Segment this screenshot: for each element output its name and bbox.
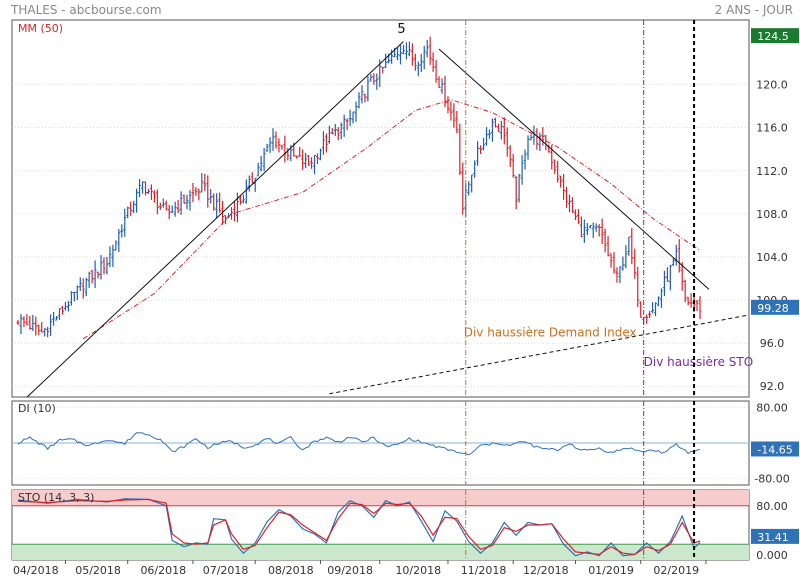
top-price-badge xyxy=(751,28,799,44)
price-tick-label: 104.0 xyxy=(756,251,788,264)
sto-panel: 80.00 0.000 31.41 STO (14, 3, 3) xyxy=(11,489,799,562)
di-tick-lower: -80.00 xyxy=(754,472,789,485)
sto-tick-lower: 0.000 xyxy=(756,549,788,562)
main-panel-frame xyxy=(11,19,750,398)
sto-label: STO (14, 3, 3) xyxy=(18,491,94,504)
di-last-badge xyxy=(751,441,799,457)
x-tick-label: 12/2018 xyxy=(523,564,569,577)
x-tick-label: 07/2018 xyxy=(203,564,249,577)
chart-period: 2 ANS - JOUR xyxy=(715,3,793,17)
last-price-badge xyxy=(751,299,799,315)
sto-overbought-zone xyxy=(12,490,749,506)
chart-title: THALES - abcbourse.com xyxy=(10,3,162,17)
x-axis: 04/2018 05/2018 06/2018 07/2018 08/2018 09/20… xyxy=(13,560,707,577)
ma50-line xyxy=(82,99,701,340)
price-tick-label: 120.0 xyxy=(756,79,788,92)
sto-last-badge xyxy=(751,528,799,544)
price-tick-label: 112.0 xyxy=(756,165,788,178)
resistance-trendline xyxy=(26,41,404,397)
x-tick-label: 02/2019 xyxy=(653,564,699,577)
purple-annotation: Div haussière STO xyxy=(644,355,754,369)
di-tick-upper: 80.00 xyxy=(756,402,788,415)
di-series-line xyxy=(17,432,701,456)
x-tick-label: 11/2018 xyxy=(461,564,507,577)
x-tick-label: 05/2018 xyxy=(75,564,121,577)
price-tick-label: 96.0 xyxy=(760,337,785,350)
x-tick-label: 06/2018 xyxy=(140,564,186,577)
di-label: DI (10) xyxy=(18,402,56,415)
di-panel: 80.00 -80.00 -14.65 DI (10) xyxy=(11,400,799,486)
x-tick-label: 10/2018 xyxy=(395,564,441,577)
last-price-value: 99.28 xyxy=(757,302,789,315)
price-tick-label: 108.0 xyxy=(756,208,788,221)
x-tick-label: 04/2018 xyxy=(13,564,59,577)
support-trendline xyxy=(329,314,749,395)
x-tick-label: 01/2019 xyxy=(588,564,634,577)
wave-label: 5 xyxy=(397,22,405,37)
di-last-value: -14.65 xyxy=(757,443,792,456)
x-tick-label: 09/2018 xyxy=(327,564,373,577)
x-tick-label: 08/2018 xyxy=(268,564,314,577)
sto-tick-upper: 80.00 xyxy=(756,500,788,513)
sto-d-line xyxy=(17,498,701,556)
price-tick-label: 116.0 xyxy=(756,122,788,135)
sto-last-value: 31.41 xyxy=(757,531,789,544)
sto-oversold-zone xyxy=(12,544,749,560)
orange-annotation: Div haussière Demand Index xyxy=(464,326,637,340)
resistance-trendline xyxy=(438,48,710,290)
top-price-value: 124.5 xyxy=(757,30,789,43)
ma-label: MM (50) xyxy=(18,22,63,35)
price-tick-label: 92.0 xyxy=(760,380,785,393)
